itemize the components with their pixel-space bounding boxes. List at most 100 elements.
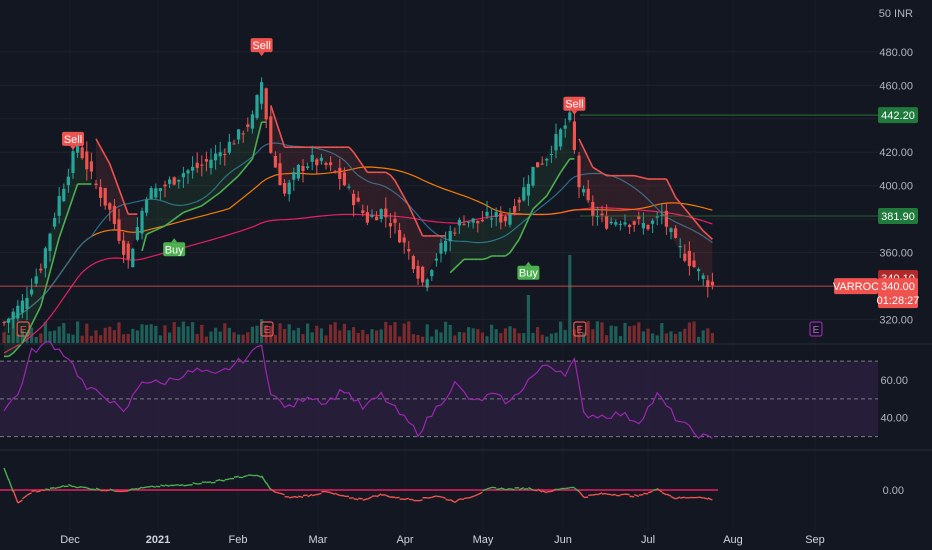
candle[interactable] [250,110,254,134]
candle[interactable] [71,146,75,179]
candle[interactable] [490,207,494,228]
candle[interactable] [117,208,121,245]
candle[interactable] [503,215,507,227]
oscillator-pane[interactable] [0,449,932,504]
candle[interactable] [540,156,544,166]
candle[interactable] [126,240,130,269]
candle[interactable] [398,222,402,244]
candle[interactable] [453,227,457,236]
candle[interactable] [301,159,305,183]
candle[interactable] [572,112,576,154]
price-axis[interactable]: 50 INR 320.00340.00360.00380.00400.00420… [833,8,920,497]
candle[interactable] [108,202,112,222]
candle[interactable] [388,213,392,239]
candle[interactable] [310,145,314,171]
candle[interactable] [683,244,687,263]
candle[interactable] [674,225,678,239]
candle[interactable] [99,179,103,207]
candle[interactable] [687,241,691,276]
candle[interactable] [646,224,650,231]
candle[interactable] [20,293,24,319]
candle[interactable] [158,187,162,200]
earnings-marker[interactable]: E [809,321,823,337]
candle[interactable] [421,265,425,287]
candle[interactable] [149,186,153,199]
candle[interactable] [430,268,434,281]
candle[interactable] [701,273,705,287]
candle[interactable] [66,168,70,193]
candle[interactable] [352,189,356,217]
candle[interactable] [499,206,503,230]
candle[interactable] [218,141,222,165]
candle[interactable] [563,118,567,138]
candle[interactable] [480,210,484,223]
candle[interactable] [517,196,521,212]
candle[interactable] [163,180,167,198]
candle[interactable] [545,157,549,167]
candle[interactable] [416,260,420,285]
candle[interactable] [260,77,264,110]
candle[interactable] [200,155,204,177]
candle[interactable] [609,217,613,226]
candle[interactable] [204,151,208,172]
candle[interactable] [269,105,273,155]
candle[interactable] [30,278,34,297]
candle[interactable] [692,252,696,269]
candle[interactable] [628,223,632,235]
candle[interactable] [53,212,57,230]
candle[interactable] [168,176,172,189]
candle[interactable] [16,299,20,322]
candle[interactable] [342,167,346,187]
candle[interactable] [347,183,351,190]
candle[interactable] [370,209,374,219]
candle[interactable] [632,220,636,232]
candle[interactable] [476,220,480,233]
candle[interactable] [439,238,443,263]
candle[interactable] [618,220,622,231]
candle[interactable] [526,175,530,206]
candle[interactable] [568,109,572,123]
candle[interactable] [296,163,300,181]
earnings-marker[interactable]: E [260,321,274,337]
candle[interactable] [246,117,250,132]
candle[interactable] [678,238,682,258]
candle[interactable] [329,156,333,172]
candle[interactable] [85,141,89,181]
candle[interactable] [554,123,558,159]
candle[interactable] [273,151,277,168]
candle[interactable] [39,263,43,274]
candle[interactable] [214,144,218,170]
candle[interactable] [637,211,641,225]
candle[interactable] [402,234,406,254]
candle[interactable] [471,218,475,229]
candle[interactable] [338,158,342,190]
sell-signal[interactable]: Sell [250,38,273,57]
candle[interactable] [177,179,181,189]
candle[interactable] [324,161,328,170]
candle[interactable] [191,156,195,179]
candle[interactable] [241,130,245,143]
candle[interactable] [361,204,365,217]
candle[interactable] [140,207,144,240]
candle[interactable] [375,211,379,221]
candle[interactable] [379,208,383,223]
candle[interactable] [7,317,11,334]
candle[interactable] [287,179,291,202]
candle[interactable] [384,197,388,228]
time-axis[interactable]: Dec 2021 Feb Mar Apr May Jun Jul Aug Sep [60,534,825,546]
candle[interactable] [145,197,149,217]
candle[interactable] [444,231,448,255]
candle[interactable] [393,211,397,234]
candle[interactable] [172,176,176,186]
price-pane[interactable]: Sell Buy Sell Buy Sell E E E E [0,38,878,358]
candle[interactable] [614,219,618,227]
candle[interactable] [181,166,185,188]
sell-signal[interactable]: Sell [62,131,84,150]
candle[interactable] [655,212,659,226]
candle[interactable] [2,320,6,326]
candle[interactable] [131,247,135,268]
candle[interactable] [508,207,512,228]
candle[interactable] [62,183,66,203]
candle[interactable] [536,162,540,168]
